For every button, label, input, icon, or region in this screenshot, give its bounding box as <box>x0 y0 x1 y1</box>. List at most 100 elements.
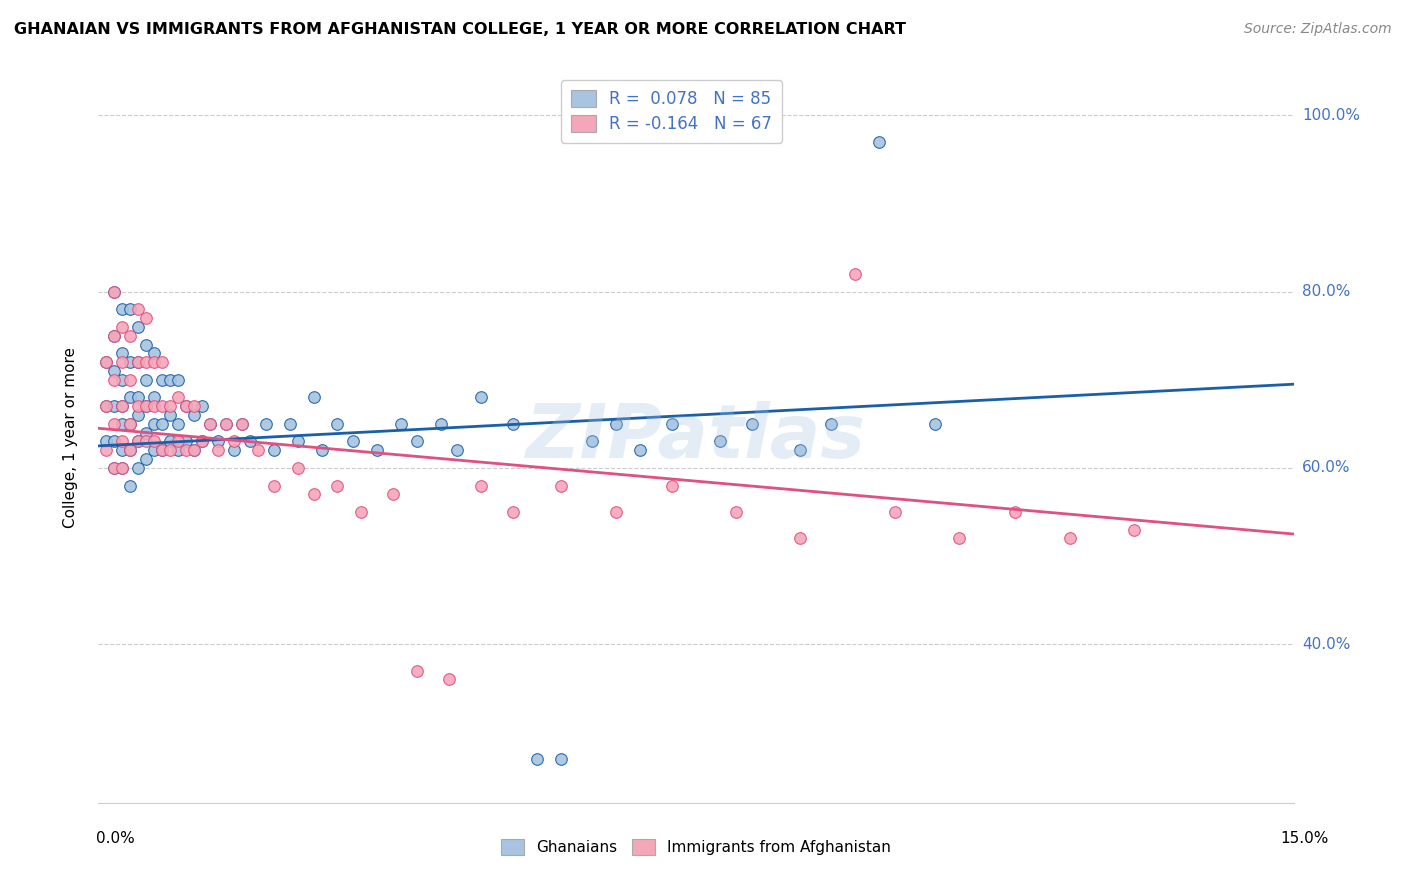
Point <box>661 417 683 431</box>
Y-axis label: College, 1 year or more: College, 1 year or more <box>63 347 77 527</box>
Point <box>120 417 142 431</box>
Point <box>326 417 349 431</box>
Point <box>150 355 173 369</box>
Point <box>143 355 166 369</box>
Point <box>350 505 373 519</box>
Point <box>183 443 205 458</box>
Point <box>111 443 134 458</box>
Point <box>120 355 142 369</box>
Point <box>159 434 181 449</box>
Point <box>120 443 142 458</box>
Point <box>326 478 349 492</box>
Point <box>127 320 149 334</box>
Point <box>222 434 245 449</box>
Point <box>207 434 229 449</box>
Point <box>96 434 118 449</box>
Text: 40.0%: 40.0% <box>1302 637 1350 652</box>
Point <box>120 328 142 343</box>
Point <box>470 391 492 405</box>
Point <box>96 399 118 413</box>
Point <box>127 408 149 422</box>
Point <box>103 399 125 413</box>
Point <box>127 302 149 317</box>
Point <box>183 443 205 458</box>
Point <box>103 328 125 343</box>
Text: 100.0%: 100.0% <box>1302 108 1360 123</box>
Point <box>215 417 238 431</box>
Point <box>342 434 364 449</box>
Point <box>111 434 134 449</box>
Point <box>741 417 763 431</box>
Point <box>231 417 253 431</box>
Point <box>150 399 173 413</box>
Point <box>302 487 325 501</box>
Point <box>287 434 309 449</box>
Point <box>150 373 173 387</box>
Point <box>389 417 412 431</box>
Point <box>550 478 572 492</box>
Point <box>143 346 166 360</box>
Point <box>605 417 627 431</box>
Point <box>143 434 166 449</box>
Point <box>724 505 747 519</box>
Point <box>135 337 157 351</box>
Point <box>502 505 524 519</box>
Point <box>120 302 142 317</box>
Point <box>605 505 627 519</box>
Point <box>215 417 238 431</box>
Point <box>120 373 142 387</box>
Text: 60.0%: 60.0% <box>1302 460 1350 475</box>
Point <box>150 443 173 458</box>
Point <box>111 320 134 334</box>
Point <box>96 443 118 458</box>
Point <box>661 478 683 492</box>
Point <box>174 399 197 413</box>
Point <box>111 399 134 413</box>
Point <box>135 425 157 440</box>
Point <box>1123 523 1146 537</box>
Point <box>135 399 157 413</box>
Point <box>167 443 190 458</box>
Point <box>174 434 197 449</box>
Point <box>96 355 118 369</box>
Point <box>96 399 118 413</box>
Point <box>103 461 125 475</box>
Point <box>239 434 262 449</box>
Point <box>111 346 134 360</box>
Point <box>446 443 468 458</box>
Point <box>948 532 970 546</box>
Point <box>709 434 731 449</box>
Point <box>581 434 603 449</box>
Point <box>135 311 157 326</box>
Point <box>135 434 157 449</box>
Point <box>437 673 460 687</box>
Point <box>103 285 125 299</box>
Point <box>231 417 253 431</box>
Text: 0.0%: 0.0% <box>96 831 135 846</box>
Point <box>111 302 134 317</box>
Point <box>143 399 166 413</box>
Point <box>263 478 285 492</box>
Point <box>159 399 181 413</box>
Point <box>111 461 134 475</box>
Point <box>526 752 548 766</box>
Point <box>103 417 125 431</box>
Point <box>150 417 173 431</box>
Point <box>120 417 142 431</box>
Point <box>844 267 866 281</box>
Text: ZIPatlas: ZIPatlas <box>526 401 866 474</box>
Text: Source: ZipAtlas.com: Source: ZipAtlas.com <box>1244 22 1392 37</box>
Point <box>103 364 125 378</box>
Point <box>628 443 651 458</box>
Point <box>111 355 134 369</box>
Point <box>135 452 157 467</box>
Point <box>143 443 166 458</box>
Text: GHANAIAN VS IMMIGRANTS FROM AFGHANISTAN COLLEGE, 1 YEAR OR MORE CORRELATION CHAR: GHANAIAN VS IMMIGRANTS FROM AFGHANISTAN … <box>14 22 905 37</box>
Point <box>127 434 149 449</box>
Point <box>191 399 214 413</box>
Point <box>143 391 166 405</box>
Point <box>1004 505 1026 519</box>
Point <box>103 373 125 387</box>
Point <box>111 399 134 413</box>
Point <box>789 443 811 458</box>
